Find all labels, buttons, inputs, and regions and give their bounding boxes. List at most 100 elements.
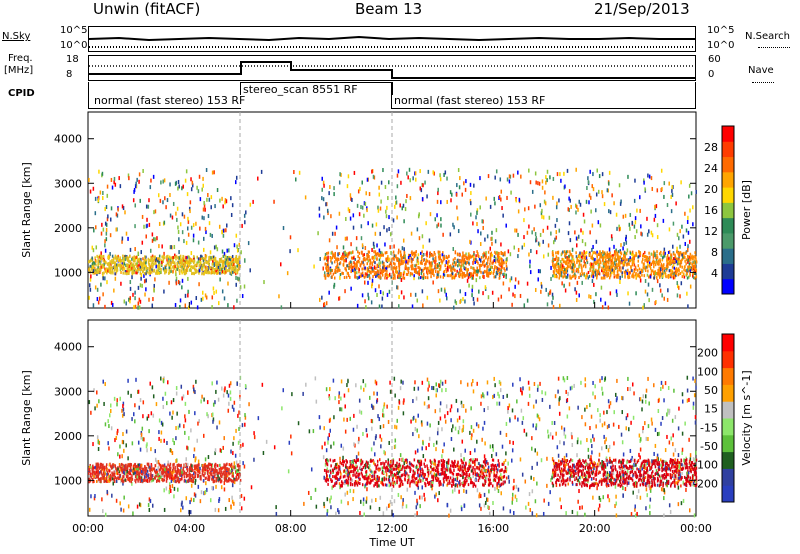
scatter-point (576, 453, 578, 458)
echo-point (233, 263, 235, 267)
scatter-point (234, 257, 236, 262)
scatter-point (149, 185, 152, 190)
echo-point (379, 261, 382, 265)
scatter-point (233, 243, 236, 248)
scatter-point (482, 225, 484, 230)
scatter-point (650, 176, 653, 181)
scatter-point (147, 414, 150, 419)
echo-point (625, 252, 628, 256)
scatter-point (159, 198, 162, 203)
scatter-point (153, 237, 155, 242)
freq-tick-bottom: 8 (66, 69, 73, 80)
scatter-point (620, 243, 622, 248)
echo-point (562, 250, 564, 254)
echo-point (497, 251, 499, 255)
scatter-point (491, 230, 493, 235)
scatter-point (387, 274, 389, 279)
echo-point (482, 259, 485, 263)
scatter-point (220, 479, 222, 484)
scatter-point (627, 376, 629, 381)
scatter-point (379, 231, 381, 236)
scatter-point (98, 440, 101, 445)
scatter-point (222, 204, 224, 209)
echo-point (451, 269, 453, 273)
echo-point (231, 262, 234, 266)
scatter-point (365, 305, 367, 310)
echo-point (682, 255, 684, 259)
echo-point (634, 273, 637, 277)
scatter-point (600, 297, 602, 302)
scatter-point (107, 419, 109, 424)
echo-point (615, 253, 617, 257)
scatter-point (346, 184, 349, 189)
scatter-point (334, 231, 336, 236)
echo-point (228, 257, 230, 261)
echo-point (360, 250, 363, 254)
scatter-point (576, 280, 579, 285)
scatter-point (671, 192, 674, 197)
scatter-point (581, 239, 584, 244)
echo-point (657, 268, 659, 272)
scatter-point (519, 377, 521, 382)
scatter-point (369, 505, 372, 510)
echo-point (172, 260, 174, 264)
echo-point (339, 268, 341, 272)
scatter-point (375, 399, 378, 404)
scatter-point (244, 220, 246, 225)
echo-point (117, 257, 119, 261)
echo-point (362, 260, 364, 264)
scatter-point (236, 381, 239, 386)
echo-point (665, 267, 668, 271)
scatter-point (191, 180, 194, 185)
echo-point (572, 274, 575, 278)
echo-point (108, 267, 111, 271)
scatter-point (372, 241, 375, 246)
echo-point (172, 269, 174, 273)
scatter-point (439, 416, 442, 421)
echo-point (583, 273, 586, 277)
scatter-point (115, 212, 118, 217)
scatter-point (120, 281, 122, 286)
scatter-point (630, 512, 633, 517)
scatter-point (98, 169, 100, 174)
echo-point (336, 263, 339, 267)
scatter-point (90, 494, 92, 499)
scatter-point (187, 232, 190, 237)
echo-point (96, 268, 98, 272)
echo-point (480, 264, 482, 268)
echo-point (669, 273, 672, 277)
echo-point (469, 275, 471, 279)
scatter-point (689, 457, 692, 462)
echo-point (130, 262, 133, 266)
scatter-point (645, 436, 648, 441)
echo-point (440, 259, 442, 263)
scatter-point (620, 257, 623, 262)
scatter-point (125, 443, 127, 448)
echo-point (125, 264, 127, 268)
scatter-point (645, 487, 648, 492)
echo-point (437, 275, 439, 279)
echo-point (123, 262, 126, 266)
echo-point (331, 261, 333, 265)
scatter-point (134, 203, 137, 208)
scatter-point (249, 202, 252, 207)
scatter-point (432, 280, 434, 285)
scatter-point (220, 485, 223, 490)
echo-point (606, 255, 608, 259)
scatter-point (185, 457, 187, 462)
scatter-point (202, 207, 205, 212)
colorbar-tick-label: 20 (704, 183, 718, 196)
scatter-point (298, 170, 301, 175)
echo-point (483, 251, 485, 255)
echo-point (646, 260, 649, 264)
echo-point (557, 268, 560, 272)
scatter-point (335, 511, 337, 516)
echo-point (684, 259, 686, 263)
scatter-point (655, 300, 657, 305)
scatter-point (416, 511, 418, 516)
echo-point (434, 252, 436, 256)
scatter-point (326, 257, 328, 262)
echo-point (457, 264, 459, 268)
echo-point (358, 251, 361, 255)
echo-point (94, 256, 96, 260)
